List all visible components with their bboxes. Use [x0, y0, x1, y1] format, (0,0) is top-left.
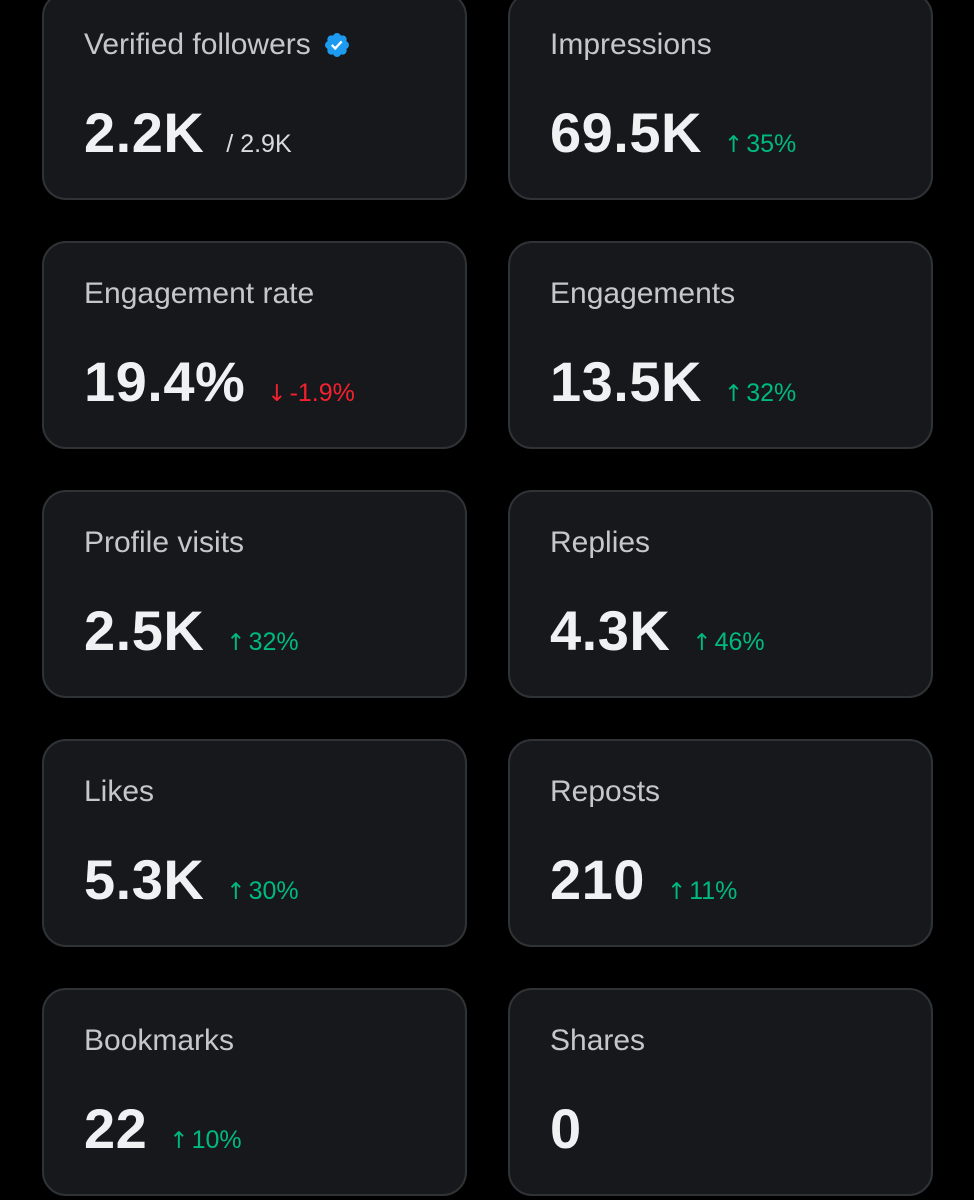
arrow-up-icon: ↑: [723, 381, 744, 407]
card-value-row: 2.5K ↑ 32%: [84, 598, 299, 663]
card-value-row: 2.2K / 2.9K: [84, 100, 292, 165]
arrow-up-icon: ↑: [226, 630, 246, 656]
card-title-text: Verified followers: [84, 28, 311, 61]
card-title: Engagement rate: [84, 277, 315, 310]
metric-delta-value: 32%: [746, 379, 797, 407]
metric-delta-value: 30%: [248, 877, 299, 905]
card-title: Shares: [550, 1024, 646, 1057]
metrics-grid: Verified followers 2.2K / 2.9K Impressio…: [42, 0, 933, 1196]
metric-value: 2.5K: [84, 599, 205, 662]
metric-delta: ↑ 32%: [226, 628, 298, 657]
card-likes[interactable]: Likes 5.3K ↑ 30%: [42, 739, 467, 947]
arrow-up-icon: ↑: [723, 132, 744, 158]
metric-delta-value: 46%: [714, 628, 765, 656]
card-value-row: 0: [550, 1096, 582, 1161]
card-title: Bookmarks: [84, 1024, 235, 1057]
metric-value: 210: [550, 848, 645, 911]
card-replies[interactable]: Replies 4.3K ↑ 46%: [508, 490, 933, 698]
card-impressions[interactable]: Impressions 69.5K ↑ 35%: [508, 0, 933, 200]
arrow-up-icon: ↑: [226, 879, 246, 905]
card-engagement-rate[interactable]: Engagement rate 19.4% ↓ -1.9%: [42, 241, 467, 449]
card-title: Profile visits: [84, 526, 245, 559]
card-value-row: 13.5K ↑ 32%: [550, 349, 796, 414]
metric-delta: ↑ 10%: [169, 1126, 241, 1155]
card-title: Impressions: [550, 28, 712, 61]
metric-delta: ↓ -1.9%: [267, 379, 355, 408]
arrow-up-icon: ↑: [692, 630, 712, 656]
verified-badge-icon: [324, 33, 349, 57]
arrow-down-icon: ↓: [267, 381, 287, 407]
card-bookmarks[interactable]: Bookmarks 22 ↑ 10%: [42, 988, 467, 1196]
metric-value: 22: [84, 1097, 148, 1160]
metric-value: 4.3K: [550, 599, 671, 662]
card-profile-visits[interactable]: Profile visits 2.5K ↑ 32%: [42, 490, 467, 698]
metric-delta: ↑ 32%: [724, 379, 796, 408]
card-value-row: 5.3K ↑ 30%: [84, 847, 299, 912]
card-title: Replies: [550, 526, 651, 559]
metric-value: 0: [550, 1097, 582, 1160]
metric-delta: ↑ 46%: [692, 628, 764, 657]
metric-value: 13.5K: [550, 350, 702, 413]
metric-value: 5.3K: [84, 848, 205, 911]
card-title: Verified followers: [84, 28, 351, 62]
metric-delta: ↑ 11%: [667, 877, 737, 906]
card-value-row: 4.3K ↑ 46%: [550, 598, 765, 663]
metric-value: 69.5K: [550, 101, 702, 164]
metric-total: / 2.9K: [226, 130, 292, 158]
card-title: Reposts: [550, 775, 661, 808]
card-verified-followers[interactable]: Verified followers 2.2K / 2.9K: [42, 0, 467, 200]
card-value-row: 22 ↑ 10%: [84, 1096, 242, 1161]
arrow-up-icon: ↑: [666, 879, 687, 905]
metric-delta: ↑ 35%: [724, 130, 796, 159]
metric-delta-value: 32%: [248, 628, 299, 656]
card-value-row: 210 ↑ 11%: [550, 847, 737, 912]
metric-value: 19.4%: [84, 350, 246, 413]
metric-delta: ↑ 30%: [226, 877, 298, 906]
metric-delta-value: 10%: [191, 1126, 242, 1154]
card-title: Engagements: [550, 277, 736, 310]
card-title: Likes: [84, 775, 155, 808]
metric-delta-value: -1.9%: [289, 379, 355, 407]
card-shares[interactable]: Shares 0: [508, 988, 933, 1196]
card-value-row: 19.4% ↓ -1.9%: [84, 349, 355, 414]
metric-delta-value: 11%: [689, 877, 738, 905]
card-reposts[interactable]: Reposts 210 ↑ 11%: [508, 739, 933, 947]
card-value-row: 69.5K ↑ 35%: [550, 100, 796, 165]
arrow-up-icon: ↑: [169, 1128, 189, 1154]
metric-value: 2.2K: [84, 101, 205, 164]
metric-delta-value: 35%: [746, 130, 797, 158]
card-engagements[interactable]: Engagements 13.5K ↑ 32%: [508, 241, 933, 449]
